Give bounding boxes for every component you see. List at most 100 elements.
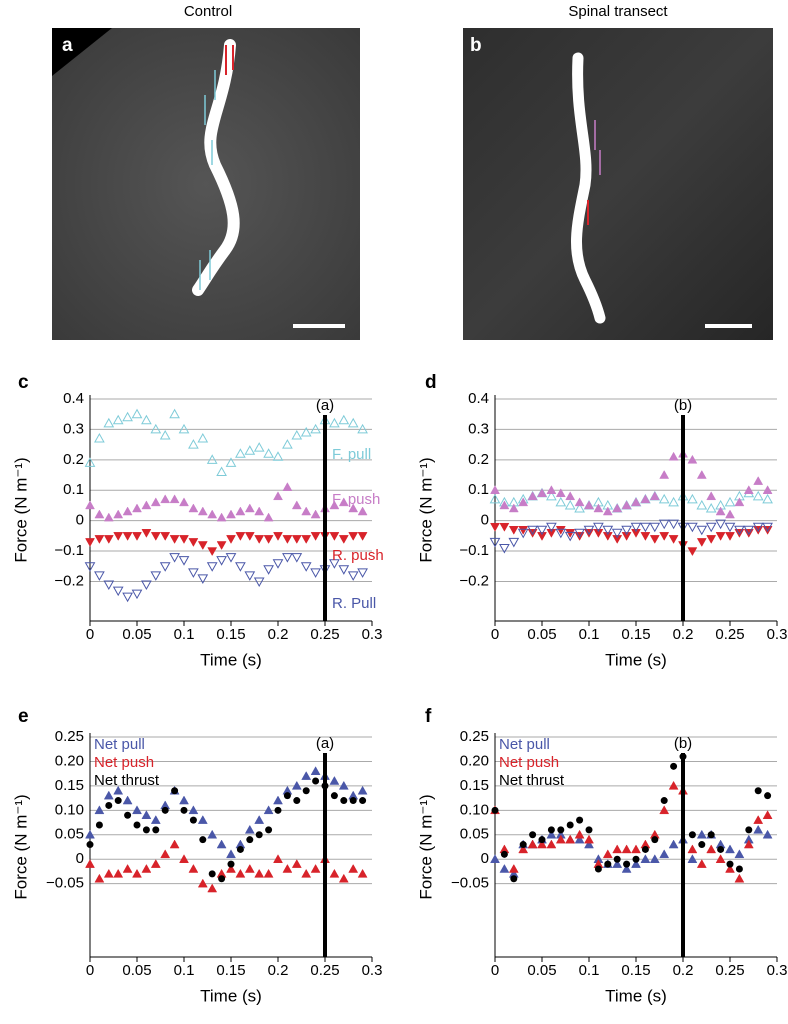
point (734, 525, 745, 536)
point (490, 485, 500, 494)
point (593, 503, 604, 513)
point (180, 806, 188, 814)
point (537, 839, 547, 849)
point (338, 565, 350, 575)
x-tick-label: 0.2 (673, 962, 694, 979)
point (527, 491, 538, 501)
point (272, 451, 284, 461)
point (113, 509, 124, 519)
point (282, 553, 293, 563)
point (612, 844, 623, 854)
point (272, 559, 284, 569)
point (754, 787, 762, 795)
x-tick-label: 0.25 (310, 962, 339, 979)
point (687, 493, 698, 504)
point (725, 863, 735, 873)
point (178, 423, 190, 434)
point (226, 849, 236, 859)
point (696, 538, 707, 547)
y-tick-label: 0 (481, 850, 489, 867)
point (329, 868, 340, 878)
point (122, 506, 133, 516)
y-tick-label: 0.10 (460, 801, 489, 818)
point (649, 522, 661, 533)
x-tick-label: 0.15 (621, 626, 650, 643)
point (122, 795, 133, 805)
point (668, 519, 679, 530)
point (574, 502, 585, 513)
point (197, 878, 208, 888)
point (225, 457, 237, 467)
point (725, 509, 735, 519)
point (141, 500, 152, 510)
point (199, 836, 207, 844)
point (273, 854, 283, 863)
point (668, 780, 679, 790)
point (499, 522, 510, 532)
image-title: Spinal transect (568, 3, 668, 20)
point (621, 863, 632, 873)
point (236, 845, 244, 853)
point (499, 500, 510, 510)
point (207, 829, 218, 839)
y-tick-label: 0.2 (468, 451, 489, 468)
point (349, 797, 357, 805)
point (300, 562, 312, 572)
point (179, 497, 189, 507)
x-tick-label: 0.1 (579, 626, 600, 643)
image-title: Control (184, 3, 232, 20)
point (546, 829, 557, 839)
point (687, 522, 698, 533)
point (226, 509, 236, 519)
point (141, 529, 152, 538)
point (583, 525, 595, 536)
point (338, 497, 349, 507)
point (574, 497, 585, 507)
point (348, 532, 359, 541)
point (649, 535, 660, 544)
x-tick-label: 0.3 (767, 962, 788, 979)
y-axis-label: Force (N m⁻¹) (416, 457, 435, 562)
point (658, 519, 670, 530)
point (687, 454, 698, 464)
point (489, 537, 501, 548)
x-tick-label: 0.25 (715, 626, 744, 643)
y-tick-label: 0.2 (63, 451, 84, 468)
point (764, 792, 772, 800)
point (585, 826, 593, 834)
point (623, 860, 631, 868)
point (602, 849, 613, 859)
panel-label: d (425, 372, 437, 393)
point (743, 485, 754, 494)
point (94, 433, 105, 443)
point (274, 806, 282, 814)
point (359, 797, 367, 805)
point (152, 826, 160, 834)
point (188, 538, 199, 547)
point (538, 836, 546, 844)
point (207, 547, 218, 557)
point (178, 556, 190, 566)
point (621, 532, 632, 541)
x-tick-label: 0.25 (310, 626, 339, 643)
point (301, 506, 312, 516)
y-tick-label: 0.05 (460, 826, 489, 843)
point (150, 571, 162, 581)
point (188, 805, 199, 815)
point (338, 873, 349, 883)
point (660, 797, 668, 805)
point (291, 859, 302, 868)
point (255, 831, 263, 839)
point (753, 824, 764, 834)
point (160, 849, 171, 859)
point (150, 859, 161, 868)
point (707, 831, 715, 839)
y-tick-label: 0.3 (63, 420, 84, 437)
y-tick-label: 0.10 (55, 801, 84, 818)
point (122, 592, 133, 603)
point (499, 863, 510, 873)
point (347, 571, 359, 581)
point (641, 845, 649, 853)
